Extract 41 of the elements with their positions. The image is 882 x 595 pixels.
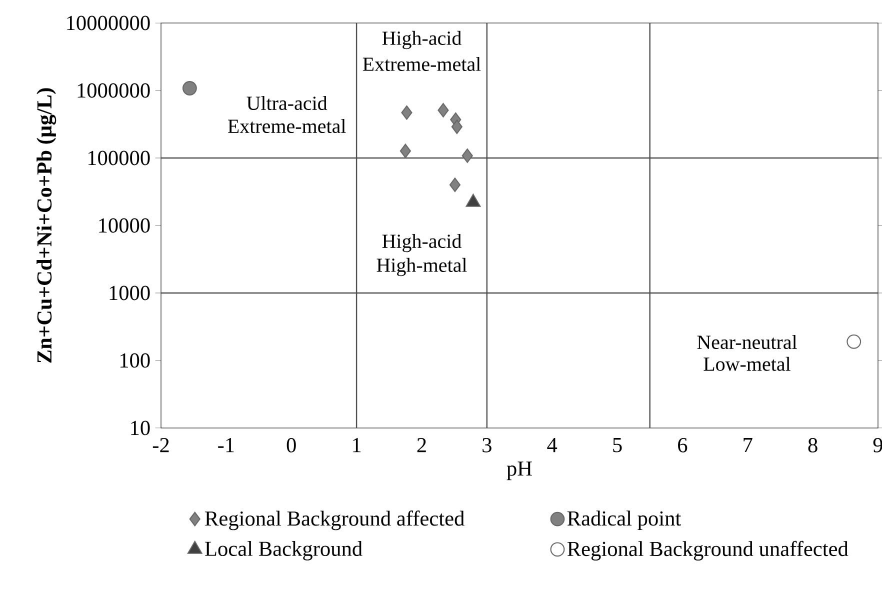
point [451, 120, 462, 134]
annotation: High-acid [382, 30, 462, 50]
annotation: Low-metal [704, 356, 790, 371]
point [400, 144, 411, 158]
legend-label: Regional Background unaffected [567, 540, 848, 561]
x-tick-label: 4 [547, 438, 558, 452]
x-tick-label: 9 [873, 438, 882, 452]
x-tick-label: 1 [353, 438, 361, 452]
y-tick-label: 10 [131, 420, 150, 436]
point [182, 81, 197, 96]
legend-label: Local Background [205, 540, 362, 560]
legend-label: Radical point [567, 510, 682, 530]
y-tick-label: 1000 [110, 286, 150, 300]
annotation: Extreme-metal [362, 56, 481, 71]
annotation: Near-neutral [697, 334, 797, 350]
annotation: High-acid [382, 234, 462, 252]
x-tick-label: 3 [482, 438, 492, 452]
point [846, 334, 862, 349]
x-tick-label: -1 [218, 438, 234, 452]
x-tick-label: 2 [417, 438, 426, 452]
x-tick-label: 6 [678, 438, 688, 452]
point [438, 103, 449, 118]
legend-label: Regional Background affected [205, 510, 464, 530]
y-tick-label: 100 [120, 353, 150, 368]
point [401, 105, 412, 120]
x-tick-label: 7 [744, 438, 752, 452]
annotation: Extreme-metal [228, 118, 346, 134]
y-tick-label: 10000 [99, 218, 150, 233]
x-tick-label: -2 [152, 438, 169, 452]
x-axis-title: pH [506, 462, 532, 480]
y-tick-label: 10000000 [67, 16, 150, 30]
x-tick-label: 8 [808, 438, 818, 452]
y-axis-title: Zn+Cu+Cd+Ni+Co+Pb (µg/L) [36, 88, 56, 363]
y-tick-label: 100000 [88, 150, 150, 166]
x-tick-label: 0 [286, 438, 296, 452]
point [449, 178, 461, 192]
annotation: High-metal [376, 258, 467, 276]
point [462, 148, 473, 163]
annotation: Ultra-acid [246, 96, 328, 110]
y-tick-label: 1000000 [78, 83, 150, 98]
x-tick-label: 5 [613, 438, 622, 452]
